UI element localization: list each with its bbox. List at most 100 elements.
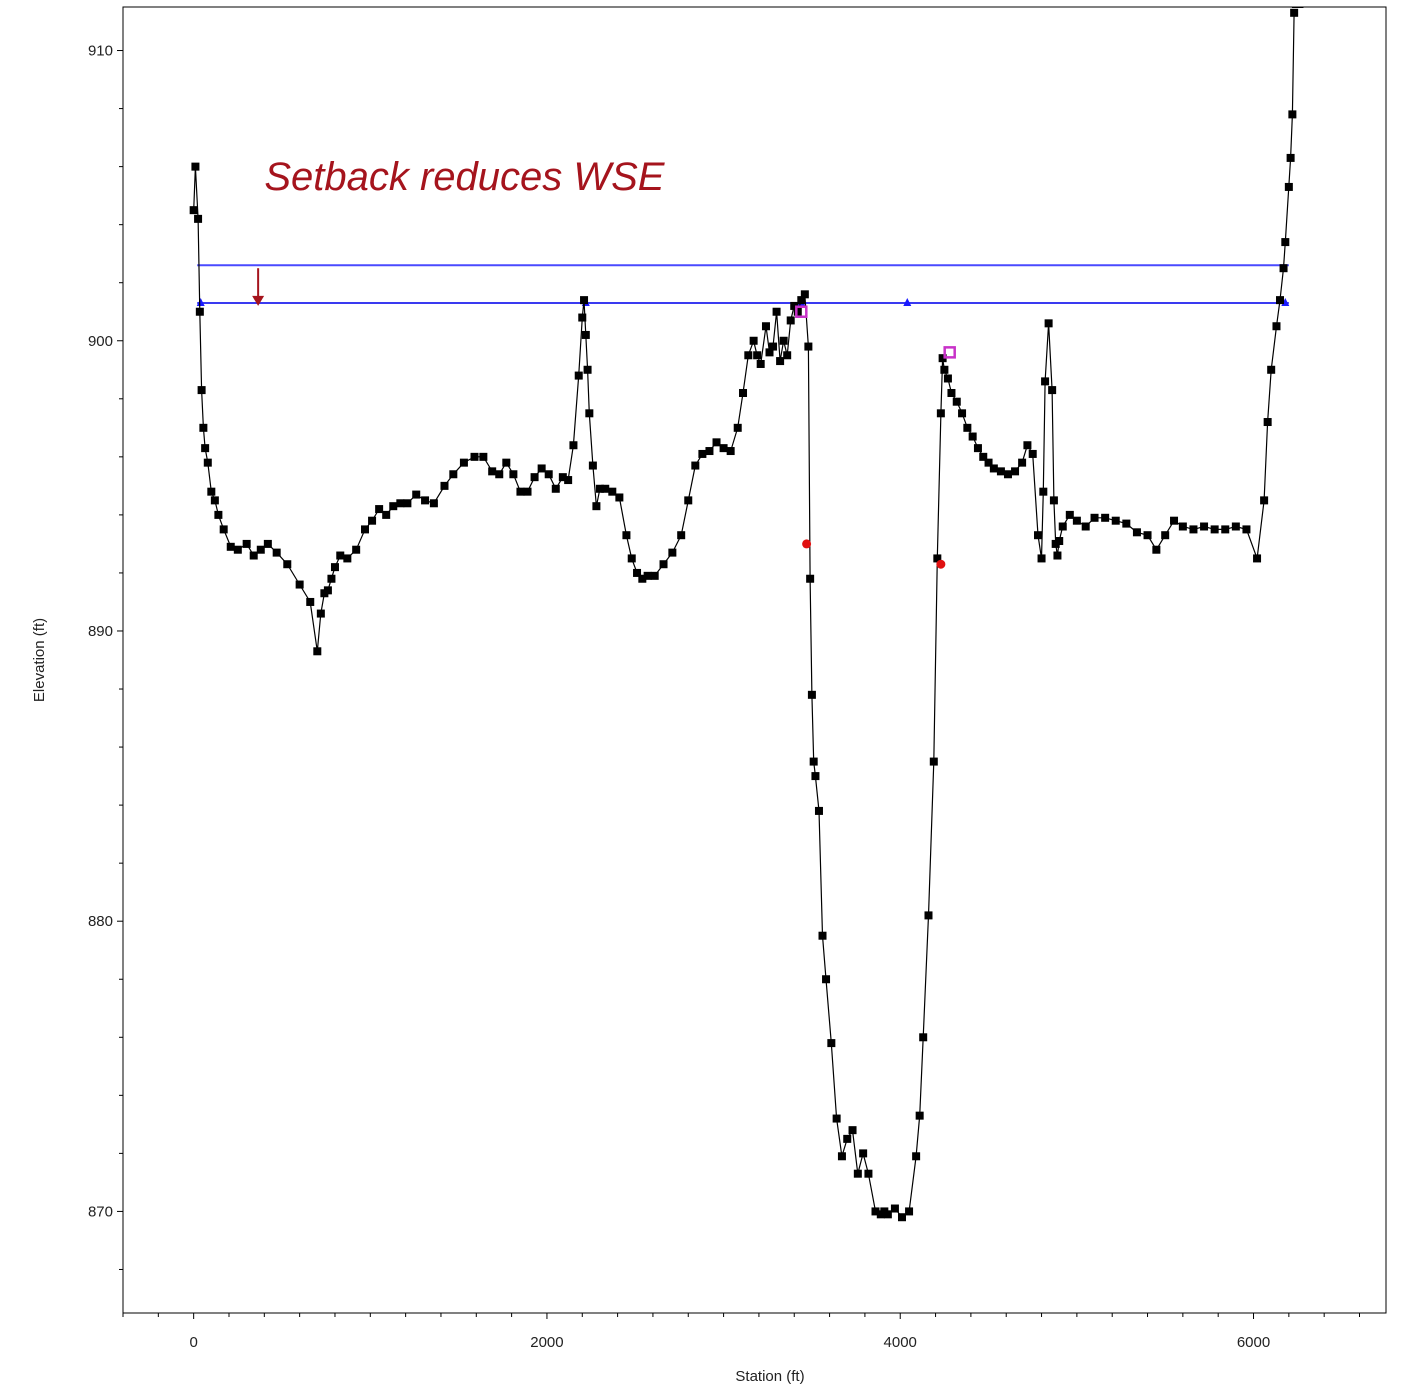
ground-point bbox=[659, 560, 668, 569]
ground-point bbox=[996, 467, 1005, 476]
ground-point bbox=[684, 496, 693, 505]
y-tick-label: 900 bbox=[88, 333, 113, 350]
ground-point bbox=[668, 548, 677, 557]
ground-point bbox=[375, 505, 384, 514]
ground-point bbox=[440, 481, 449, 490]
ground-point bbox=[1200, 522, 1209, 531]
bank-station-marker bbox=[795, 305, 808, 318]
ground-point bbox=[1011, 467, 1020, 476]
ground-point bbox=[330, 563, 339, 572]
ground-point bbox=[973, 444, 982, 453]
levee-marker bbox=[936, 559, 946, 569]
ground-point bbox=[984, 458, 993, 467]
ground-point bbox=[601, 484, 610, 493]
ground-point bbox=[622, 531, 631, 540]
ground-point bbox=[800, 290, 809, 299]
ground-point bbox=[327, 574, 336, 583]
ground-point bbox=[643, 571, 652, 580]
ground-point bbox=[581, 330, 590, 339]
ground-point bbox=[199, 423, 208, 432]
ground-point bbox=[1267, 365, 1276, 374]
ground-point bbox=[779, 336, 788, 345]
ground-point bbox=[502, 458, 511, 467]
y-axis-title: Elevation (ft) bbox=[31, 618, 48, 702]
ground-point bbox=[924, 911, 933, 920]
ground-point bbox=[1178, 522, 1187, 531]
ground-point bbox=[214, 510, 223, 519]
ground-point bbox=[592, 502, 601, 511]
axes: 870 880 890 900 910 0 2000 4000 6000 bbox=[88, 43, 1361, 1351]
ground-point bbox=[691, 461, 700, 470]
ground-point bbox=[580, 296, 589, 305]
ground-point bbox=[1055, 537, 1064, 546]
ground-point bbox=[963, 423, 972, 432]
ground-point bbox=[1034, 531, 1043, 540]
ground-point bbox=[242, 539, 251, 548]
ground-point bbox=[459, 458, 468, 467]
ground-point bbox=[588, 461, 597, 470]
ground-point bbox=[578, 313, 587, 322]
ground-point bbox=[516, 487, 525, 496]
ground-point bbox=[189, 206, 198, 215]
ground-point bbox=[733, 423, 742, 432]
ground-point bbox=[871, 1207, 880, 1216]
ground-point bbox=[195, 307, 204, 316]
ground-point bbox=[396, 499, 405, 508]
ground-point bbox=[256, 545, 265, 554]
ground-point bbox=[744, 351, 753, 360]
plot-area bbox=[122, 6, 1387, 1314]
ground-point bbox=[1003, 470, 1012, 479]
ground-point bbox=[958, 409, 967, 418]
ground-point bbox=[421, 496, 430, 505]
ground-point bbox=[1101, 513, 1110, 522]
x-tick-label: 4000 bbox=[884, 1334, 917, 1351]
ground-point bbox=[194, 214, 203, 223]
ground-point bbox=[509, 470, 518, 479]
ground-point bbox=[827, 1039, 836, 1048]
ground-point bbox=[551, 484, 560, 493]
ground-point bbox=[201, 444, 210, 453]
ground-point bbox=[343, 554, 352, 563]
ground-point bbox=[488, 467, 497, 476]
annotation: Setback reduces WSE bbox=[252, 155, 666, 306]
ground-point bbox=[1189, 525, 1198, 534]
ground-point bbox=[853, 1169, 862, 1178]
ground-point bbox=[809, 757, 818, 766]
ground-point bbox=[804, 342, 813, 351]
ground-point bbox=[749, 336, 758, 345]
ground-point bbox=[1253, 554, 1262, 563]
ground-point bbox=[249, 551, 258, 560]
ground-point bbox=[429, 499, 438, 508]
water-surface-marker bbox=[903, 298, 912, 307]
ground-point bbox=[1132, 528, 1141, 537]
ground-point bbox=[558, 473, 567, 482]
ground-point bbox=[336, 551, 345, 560]
ground-point bbox=[814, 806, 823, 815]
ground-point bbox=[1161, 531, 1170, 540]
ground-point bbox=[864, 1169, 873, 1178]
ground-point bbox=[1122, 519, 1131, 528]
ground-point bbox=[210, 496, 219, 505]
ground-point bbox=[818, 931, 827, 940]
ground-point bbox=[793, 307, 802, 316]
ground-point bbox=[233, 545, 242, 554]
ground-point bbox=[1263, 418, 1272, 427]
ground-point bbox=[207, 487, 216, 496]
ground-point bbox=[1053, 551, 1062, 560]
bank-station-marker bbox=[943, 346, 956, 359]
ground-point bbox=[403, 499, 412, 508]
ground-point bbox=[544, 470, 553, 479]
ground-point bbox=[832, 1114, 841, 1123]
ground-point bbox=[938, 354, 947, 363]
x-tick-label: 6000 bbox=[1237, 1334, 1270, 1351]
ground-point bbox=[883, 1210, 892, 1219]
ground-point bbox=[753, 351, 762, 360]
ground-point bbox=[295, 580, 304, 589]
ground-point bbox=[1231, 522, 1240, 531]
ground-point bbox=[272, 548, 281, 557]
ground-point bbox=[726, 447, 735, 456]
ground-point bbox=[1290, 8, 1299, 17]
ground-point bbox=[1081, 522, 1090, 531]
ground-point bbox=[361, 525, 370, 534]
ground-point bbox=[719, 444, 728, 453]
